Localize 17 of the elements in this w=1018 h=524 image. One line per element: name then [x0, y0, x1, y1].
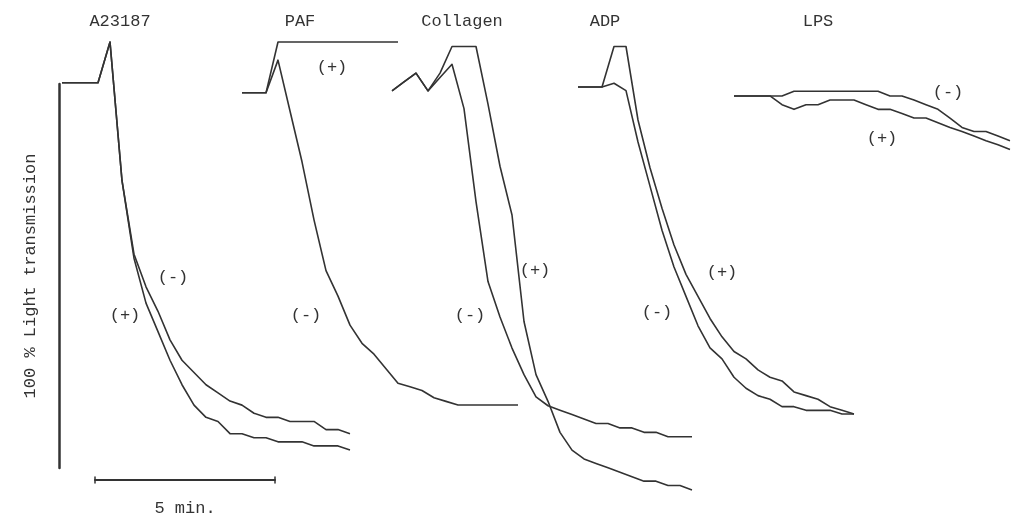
annotation: (+): [316, 57, 348, 77]
chart-title: Collagen: [421, 11, 503, 31]
y-axis-title: 100 % Light transmission: [20, 153, 40, 399]
annotation: (+): [706, 262, 738, 282]
chart-title: LPS: [802, 11, 834, 31]
annotation: (+): [519, 260, 551, 280]
annotation: (-): [932, 82, 964, 102]
annotation: (+): [109, 305, 141, 325]
annotation: (-): [641, 302, 673, 322]
annotation: (-): [157, 267, 189, 287]
annotation: (+): [866, 128, 898, 148]
annotation: (-): [290, 305, 322, 325]
x-axis-title: 5 min.: [154, 498, 216, 518]
chart-title: PAF: [284, 11, 316, 31]
chart-title: ADP: [589, 11, 621, 31]
chart-title: A23187: [89, 11, 151, 31]
annotation: (-): [454, 305, 486, 325]
